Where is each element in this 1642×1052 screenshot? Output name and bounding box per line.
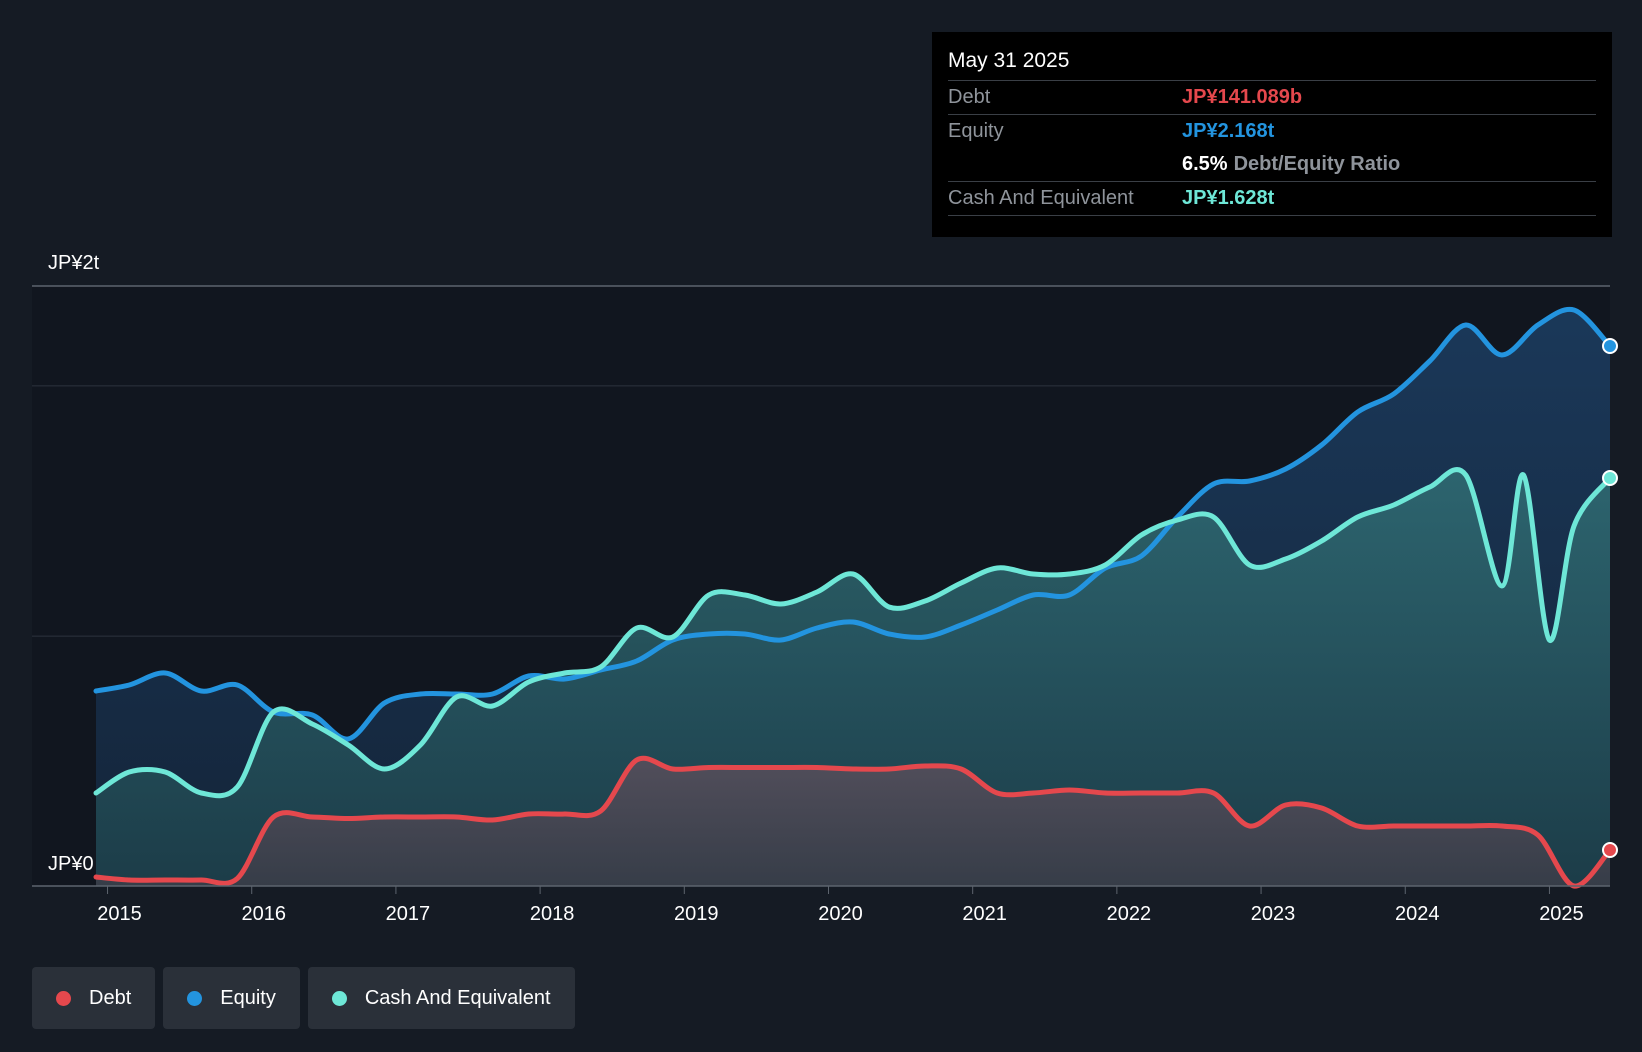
debt-dot-icon [56, 990, 71, 1006]
debt-line [93, 755, 1613, 889]
tooltip-cash-label: Cash And Equivalent [948, 187, 1134, 209]
tooltip-equity-row: Equity JP¥2.168t [948, 114, 1596, 148]
equity-line [93, 306, 1613, 742]
cash-and-equivalent-area [96, 469, 1610, 886]
x-tick-label: 2024 [1395, 903, 1440, 925]
tooltip-cash-value: JP¥1.628t [1182, 187, 1275, 209]
tooltip-date: May 31 2025 [948, 49, 1070, 72]
y-axis-top-label: JP¥2t [48, 252, 100, 274]
cash-and-equivalent-line [93, 467, 1613, 799]
tooltip-equity-label: Equity [948, 120, 1004, 142]
tooltip-debt-row: Debt JP¥141.089b [948, 80, 1596, 114]
cash-dot-icon [331, 990, 347, 1006]
y-axis-zero-label: JP¥0 [48, 853, 94, 875]
series-endpoints [1602, 338, 1618, 858]
tooltip-cash-row: Cash And Equivalent JP¥1.628t [948, 181, 1596, 216]
tooltip-panel: May 31 2025 Debt JP¥141.089b Equity JP¥2… [932, 32, 1612, 237]
x-tick-label: 2017 [386, 903, 431, 925]
x-tick-label: 2022 [1107, 903, 1152, 925]
chart-legend: Debt Equity Cash And Equivalent [32, 967, 575, 1029]
tooltip-debt-value: JP¥141.089b [1182, 86, 1303, 108]
tooltip-equity-value: JP¥2.168t [1182, 120, 1275, 142]
legend-item-equity[interactable]: Equity [163, 967, 300, 1029]
equity-dot-icon [187, 990, 203, 1006]
x-axis-ticks: 2015 2016 2017 2018 2019 2020 2021 2022 2023 2024… [32, 885, 1610, 925]
x-tick-label: 2018 [530, 903, 575, 925]
tooltip-ratio-value: 6.5% [1182, 153, 1228, 175]
debt-area [96, 758, 1610, 887]
debt-endpoint [1602, 842, 1618, 858]
cash-and-equivalent-endpoint [1602, 470, 1618, 486]
series-lines [93, 306, 1613, 889]
x-tick-label: 2016 [241, 903, 286, 925]
legend-item-cash[interactable]: Cash And Equivalent [307, 967, 575, 1029]
series-areas [96, 309, 1610, 887]
x-tick-label: 2025 [1539, 903, 1584, 925]
x-tick-label: 2019 [674, 903, 719, 925]
legend-item-debt[interactable]: Debt [32, 967, 156, 1029]
legend-label-debt: Debt [89, 986, 132, 1009]
legend-label-equity: Equity [220, 986, 276, 1009]
x-tick-label: 2023 [1251, 903, 1296, 925]
tooltip-ratio-label: Debt/Equity Ratio [1233, 153, 1401, 175]
tooltip-ratio-row: 6.5% Debt/Equity Ratio [948, 148, 1596, 181]
x-tick-label: 2020 [818, 903, 863, 925]
x-tick-label: 2021 [962, 903, 1007, 925]
x-tick-label: 2015 [97, 903, 142, 925]
legend-label-cash: Cash And Equivalent [364, 986, 551, 1009]
tooltip-debt-label: Debt [948, 86, 991, 108]
equity-endpoint [1602, 338, 1618, 354]
